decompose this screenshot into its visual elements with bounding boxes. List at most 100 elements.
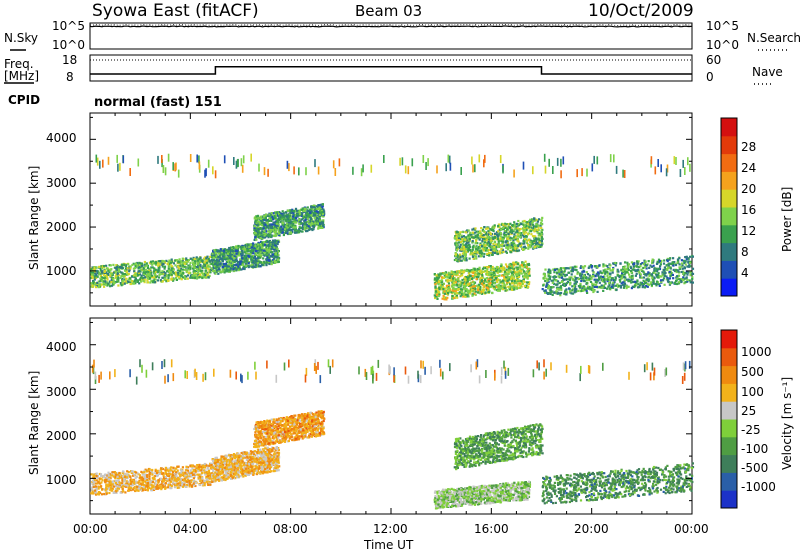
data-cell (524, 229, 526, 231)
data-cell (526, 275, 528, 277)
data-cell (471, 295, 473, 297)
data-cell (506, 244, 508, 246)
data-cell (516, 223, 518, 225)
data-cell (502, 251, 504, 253)
data-cell (283, 212, 285, 214)
data-cell (526, 270, 528, 272)
data-cell (632, 269, 634, 271)
data-cell (94, 276, 96, 278)
data-cell (524, 246, 526, 248)
data-cell (278, 261, 280, 263)
data-cell (482, 287, 484, 289)
data-cell (523, 220, 525, 222)
data-cell (282, 215, 284, 217)
data-cell (490, 265, 492, 267)
data-cell (313, 226, 315, 228)
data-cell (523, 241, 525, 243)
data-cell (310, 206, 312, 208)
data-cell (491, 292, 493, 294)
data-cell (479, 252, 481, 254)
data-cell (263, 222, 265, 224)
data-cell (490, 233, 492, 235)
data-cell (531, 227, 533, 229)
data-cell (244, 256, 246, 258)
data-cell (161, 270, 163, 272)
data-cell (309, 212, 311, 214)
data-cell (319, 220, 321, 222)
data-cell (483, 234, 485, 236)
data-cell (515, 282, 517, 284)
data-cell (648, 267, 650, 269)
data-cell (310, 218, 312, 220)
data-cell (513, 275, 515, 277)
data-cell (479, 267, 481, 269)
data-cell (500, 267, 502, 269)
data-cell (501, 275, 503, 277)
data-cell (279, 214, 281, 216)
data-cell (477, 268, 479, 270)
freq-tick-top: 18 (62, 53, 77, 67)
data-cell (271, 251, 273, 253)
data-cell (500, 263, 502, 265)
data-cell (638, 271, 640, 273)
data-cell (506, 266, 508, 268)
data-cell (290, 212, 292, 214)
data-cell (464, 239, 466, 241)
data-cell (218, 253, 220, 255)
data-cell (268, 235, 270, 237)
data-cell (484, 248, 486, 250)
data-cell (471, 252, 473, 254)
data-cell (517, 263, 519, 265)
data-cell (487, 236, 489, 238)
data-cell (434, 286, 436, 288)
data-cell (139, 278, 141, 280)
data-cell (204, 267, 206, 269)
data-cell (204, 261, 206, 263)
data-cell (237, 261, 239, 263)
data-cell (537, 221, 539, 223)
data-cell (319, 225, 321, 227)
data-cell (479, 239, 481, 241)
data-cell (505, 247, 507, 249)
data-cell (194, 258, 196, 260)
data-cell (241, 257, 243, 259)
data-cell (614, 279, 616, 281)
data-cell (533, 230, 535, 232)
data-cell (301, 218, 303, 220)
data-cell (293, 226, 295, 228)
data-cell (514, 244, 516, 246)
data-cell (535, 225, 537, 227)
data-cell (91, 273, 93, 275)
data-cell (438, 276, 440, 278)
data-cell (540, 227, 542, 229)
data-cell (576, 281, 578, 283)
data-cell (520, 228, 522, 230)
data-cell (505, 263, 507, 265)
data-cell (167, 280, 169, 282)
data-cell (520, 280, 522, 282)
data-cell (474, 232, 476, 234)
data-cell (257, 243, 259, 245)
data-cell (164, 275, 166, 277)
data-cell (532, 235, 534, 237)
data-cell (524, 224, 526, 226)
data-cell (144, 261, 146, 263)
data-cell (533, 240, 535, 242)
data-cell (160, 279, 162, 281)
data-cell (442, 298, 444, 300)
data-cell (200, 270, 202, 272)
data-cell (529, 219, 531, 221)
data-cell (209, 256, 211, 258)
data-cell (194, 260, 196, 262)
data-cell (302, 223, 304, 225)
data-cell (227, 253, 229, 255)
data-cell (264, 235, 266, 237)
data-cell (488, 291, 490, 293)
data-cell (480, 227, 482, 229)
data-cell (142, 280, 144, 282)
data-cell (263, 262, 265, 264)
data-cell (322, 225, 324, 227)
data-cell (490, 249, 492, 251)
data-cell (479, 288, 481, 290)
data-cell (219, 263, 221, 265)
